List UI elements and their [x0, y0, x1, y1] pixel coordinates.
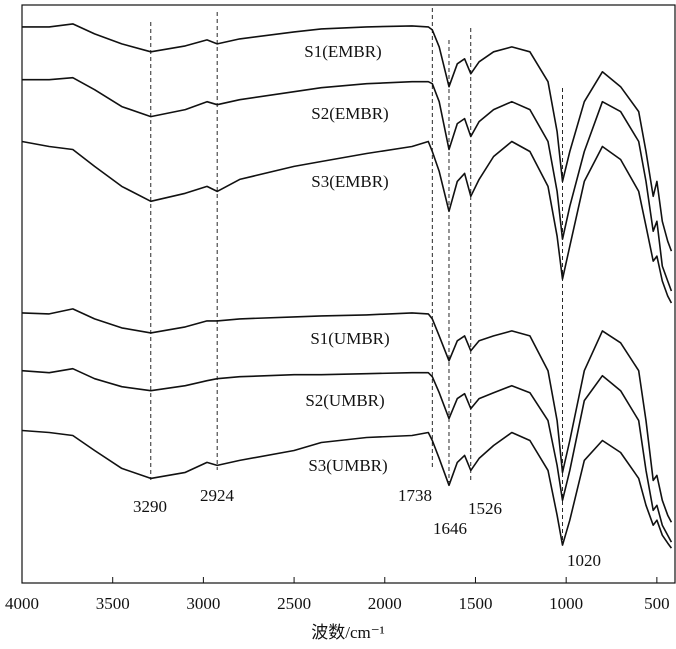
x-tick-label: 3000: [186, 594, 220, 613]
spectrum-line: [22, 23, 673, 252]
x-tick-label: 2500: [277, 594, 311, 613]
plot-frame: [21, 4, 676, 584]
spectrum-line: [21, 308, 673, 523]
peak-label: 1020: [567, 551, 601, 570]
peak-label: 1646: [433, 519, 467, 538]
spectrum-line: [21, 367, 673, 543]
x-tick-label: 1000: [549, 594, 583, 613]
series-label: S3(EMBR): [311, 172, 388, 191]
x-tick-label: 3500: [96, 594, 130, 613]
peak-label: 3290: [133, 497, 167, 516]
peak-label: 1526: [468, 499, 502, 518]
series-label: S2(EMBR): [311, 104, 388, 123]
series-label: S1(UMBR): [310, 329, 389, 348]
spectrum-line: [21, 140, 673, 304]
series-label: S1(EMBR): [304, 42, 381, 61]
spectrum-line: [22, 76, 673, 292]
spectrum-line: [21, 429, 673, 549]
x-tick-label: 2000: [368, 594, 402, 613]
series-label: S2(UMBR): [305, 391, 384, 410]
x-axis-label: 波数/cm⁻¹: [311, 623, 385, 642]
x-tick-label: 500: [644, 594, 670, 613]
peak-label: 2924: [200, 486, 235, 505]
peak-label: 1738: [398, 486, 432, 505]
x-tick-label: 1500: [458, 594, 492, 613]
x-tick-label: 4000: [5, 594, 39, 613]
series-label: S3(UMBR): [308, 456, 387, 475]
